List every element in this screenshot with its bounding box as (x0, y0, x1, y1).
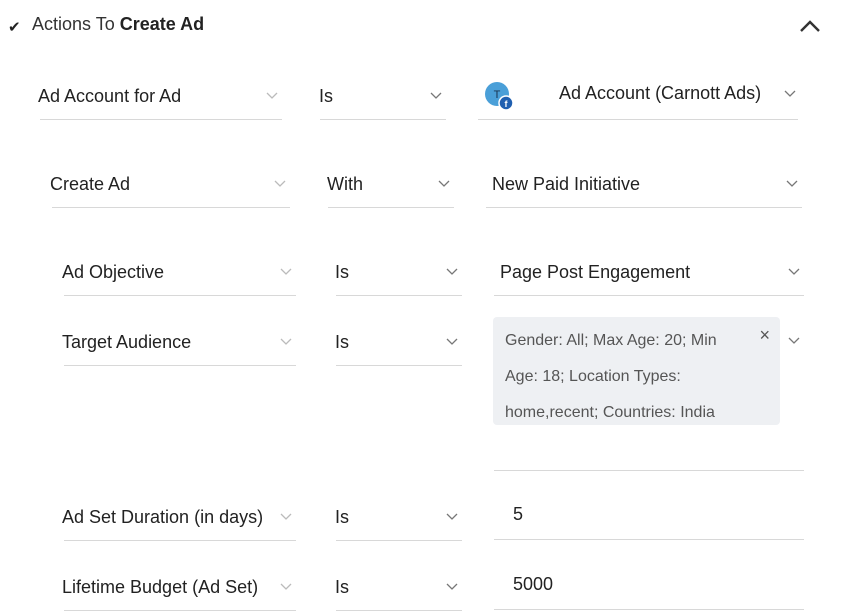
chevron-down-icon (446, 338, 460, 348)
ad-account-operator-select[interactable]: Is (319, 70, 446, 120)
audience-chip: Gender: All; Max Age: 20; Min Age: 18; L… (493, 317, 780, 425)
objective-field-label: Ad Objective (62, 262, 165, 282)
duration-operator-label: Is (335, 507, 350, 527)
chevron-down-icon (280, 583, 294, 593)
svg-text:T: T (494, 89, 501, 101)
create-ad-field-select[interactable]: Create Ad (50, 158, 290, 208)
budget-input[interactable]: 5000 (494, 561, 804, 610)
ad-account-field-select[interactable]: Ad Account for Ad (38, 70, 282, 120)
objective-value-select[interactable]: Page Post Engagement (494, 246, 804, 296)
audience-field-label: Target Audience (62, 332, 192, 352)
audience-field-select[interactable]: Target Audience (62, 316, 296, 366)
duration-value: 5 (513, 504, 524, 524)
check-icon: ✔ (8, 19, 21, 36)
budget-value: 5000 (513, 574, 554, 594)
duration-field-label: Ad Set Duration (in days) (62, 507, 264, 527)
create-ad-field-label: Create Ad (50, 174, 131, 194)
collapse-chevron-up-icon[interactable] (796, 12, 824, 40)
audience-chip-text: Gender: All; Max Age: 20; Min Age: 18; L… (505, 332, 717, 421)
objective-operator-select[interactable]: Is (335, 246, 462, 296)
budget-field-label: Lifetime Budget (Ad Set) (62, 577, 259, 597)
create-ad-value-select[interactable]: New Paid Initiative (486, 158, 802, 208)
chevron-down-icon (280, 268, 294, 278)
ad-account-operator-label: Is (319, 86, 334, 106)
duration-input[interactable]: 5 (494, 491, 804, 540)
duration-operator-select[interactable]: Is (335, 491, 462, 541)
account-avatar: T f (484, 81, 514, 111)
chevron-down-icon (788, 268, 802, 278)
chevron-down-icon (446, 513, 460, 523)
audience-operator-select[interactable]: Is (335, 316, 462, 366)
duration-field-select[interactable]: Ad Set Duration (in days) (62, 491, 296, 541)
chevron-down-icon (446, 583, 460, 593)
budget-operator-select[interactable]: Is (335, 561, 462, 611)
chevron-down-icon (788, 337, 802, 347)
chevron-down-icon (430, 92, 444, 102)
objective-field-select[interactable]: Ad Objective (62, 246, 296, 296)
section-title[interactable]: Actions To Create Ad (32, 14, 204, 35)
ad-account-value-label: Ad Account (Carnott Ads) (559, 83, 762, 103)
chevron-down-icon (784, 90, 798, 100)
ad-account-value-select[interactable]: T f Ad Account (Carnott Ads) (478, 70, 798, 120)
ad-account-field-label: Ad Account for Ad (38, 86, 182, 106)
section-title-prefix: Actions To (32, 14, 120, 34)
svg-text:f: f (505, 99, 509, 109)
close-icon[interactable]: × (759, 325, 770, 345)
audience-value-multiselect[interactable] (494, 316, 804, 471)
audience-operator-label: Is (335, 332, 350, 352)
create-ad-operator-label: With (327, 174, 363, 194)
budget-operator-label: Is (335, 577, 350, 597)
chevron-down-icon (786, 180, 800, 190)
chevron-down-icon (280, 338, 294, 348)
objective-operator-label: Is (335, 262, 350, 282)
budget-field-select[interactable]: Lifetime Budget (Ad Set) (62, 561, 296, 611)
create-ad-value-label: New Paid Initiative (492, 174, 641, 194)
chevron-down-icon (280, 513, 294, 523)
chevron-down-icon (438, 180, 452, 190)
chevron-down-icon (446, 268, 460, 278)
chevron-down-icon (266, 92, 280, 102)
section-title-bold: Create Ad (119, 14, 205, 34)
chevron-down-icon (274, 180, 288, 190)
create-ad-operator-select[interactable]: With (327, 158, 454, 208)
objective-value-label: Page Post Engagement (500, 262, 691, 282)
